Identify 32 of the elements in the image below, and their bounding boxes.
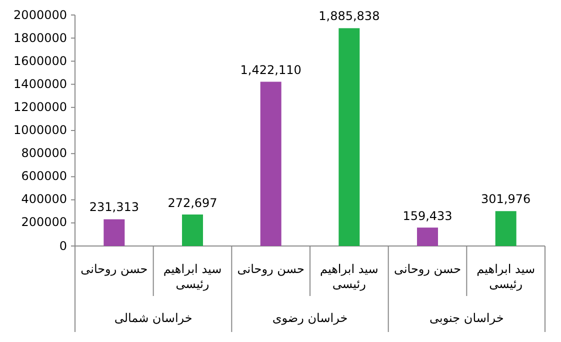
text: سید ابراهیم رئیسی: [163, 262, 222, 291]
data-label: 272,697: [168, 196, 218, 210]
bar: [260, 82, 282, 246]
text: حسن روحانی: [237, 262, 304, 276]
data-label: 301,976: [481, 192, 531, 208]
x-tick-label: خراسان جنوبی: [430, 310, 504, 326]
y-tick-label: 1800000: [14, 30, 67, 46]
y-tick-label: 1600000: [14, 54, 67, 69]
text: حسن روحانی: [394, 262, 462, 276]
text: سید ابراهیم رئیسی: [320, 262, 378, 291]
y-tick-label: 0: [59, 238, 67, 254]
y-tick-label: 1400000: [14, 76, 67, 92]
data-label: 1,885,838: [318, 9, 380, 24]
bar: [104, 219, 125, 246]
bar: [495, 211, 516, 246]
bar: [182, 214, 203, 246]
y-tick-label: 600000: [21, 169, 67, 184]
y-tick-label: 1000000: [14, 123, 67, 138]
bar: [338, 28, 360, 246]
y-tick-label: 1200000: [14, 100, 67, 115]
series-label: حسن روحانی: [80, 262, 148, 277]
y-tick-label: 800000: [21, 146, 67, 162]
y-tick-label: 200000: [21, 215, 67, 230]
x-tick-label: خراسان شمالی: [114, 310, 192, 326]
y-tick-label: 2000000: [14, 8, 67, 22]
data-label: 159,433: [402, 208, 452, 224]
text: سید ابراهیم رئیسی: [476, 262, 536, 292]
data-label: 1,422,110: [240, 62, 302, 78]
data-label: 231,313: [89, 200, 139, 216]
bar: [417, 228, 438, 246]
y-tick-label: 400000: [21, 192, 67, 208]
x-tick-label: خراسان رضوی: [272, 310, 348, 326]
